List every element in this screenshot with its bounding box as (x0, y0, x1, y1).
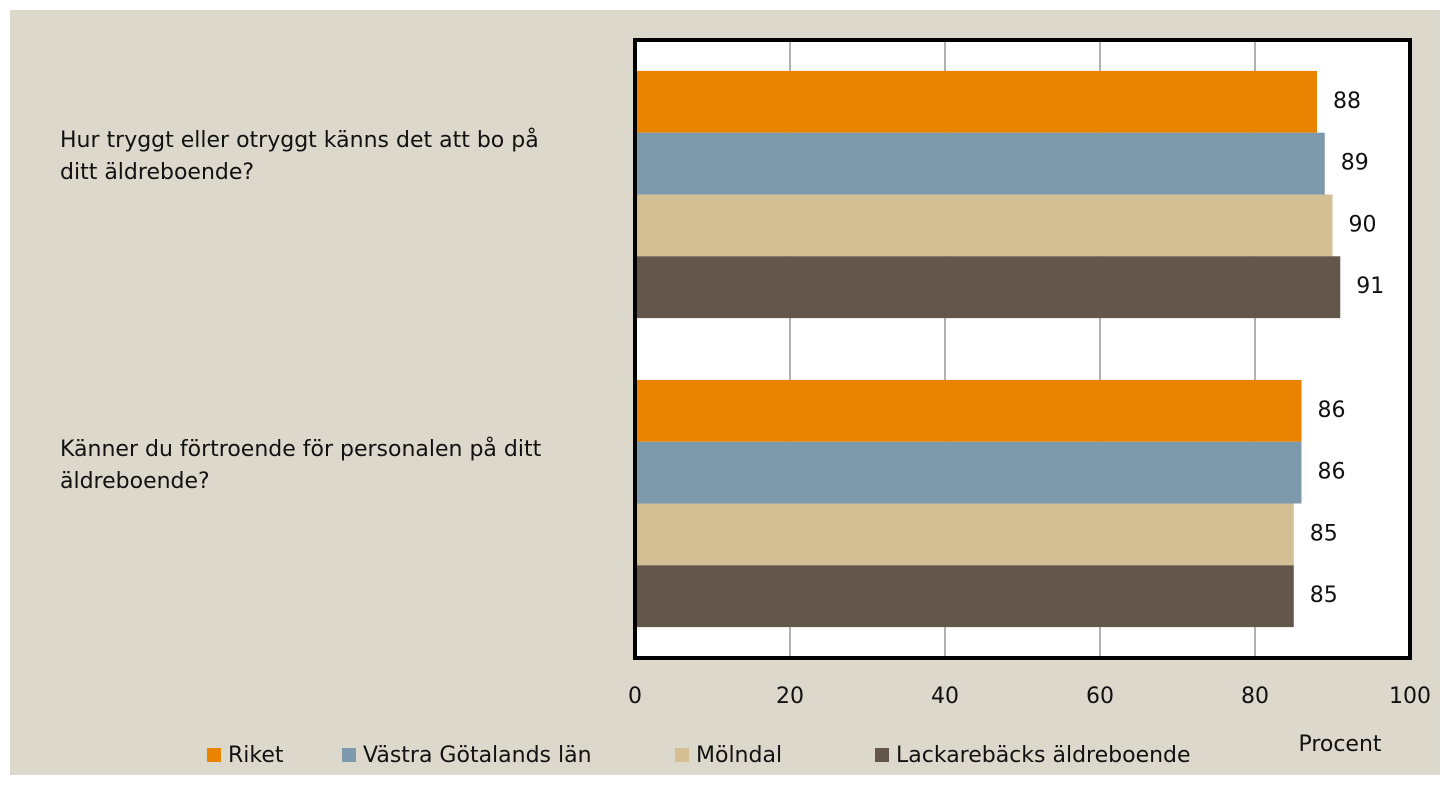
bar (635, 194, 1333, 257)
bar (635, 379, 1302, 442)
legend-swatch (875, 748, 889, 762)
x-axis-label: Procent (1298, 732, 1381, 757)
bar (635, 503, 1294, 566)
value-label: 89 (1341, 151, 1369, 176)
plot-border (633, 38, 1412, 660)
legend-label: Mölndal (696, 743, 782, 768)
value-label: 91 (1356, 274, 1384, 299)
x-tick-label: 0 (628, 684, 642, 709)
bar (635, 256, 1341, 319)
category-label: Känner du förtroende för personalen på d… (60, 436, 542, 494)
value-label: 85 (1310, 583, 1338, 608)
legend-label: Riket (228, 743, 284, 768)
x-tick-label: 100 (1389, 684, 1431, 709)
x-tick-label: 40 (931, 684, 959, 709)
value-label: 90 (1349, 212, 1377, 237)
bar (635, 70, 1317, 133)
value-label: 86 (1318, 460, 1346, 485)
bar (635, 132, 1325, 195)
legend-swatch (207, 748, 221, 762)
legend-label: Lackarebäcks äldreboende (896, 743, 1191, 768)
value-label: 88 (1333, 89, 1361, 114)
category-label: Hur tryggt eller otryggt känns det att b… (60, 127, 539, 185)
value-label: 85 (1310, 521, 1338, 546)
value-label: 86 (1318, 398, 1346, 423)
x-tick-label: 20 (776, 684, 804, 709)
legend-swatch (675, 748, 689, 762)
x-tick-label: 60 (1086, 684, 1114, 709)
legend-swatch (342, 748, 356, 762)
bar (635, 441, 1302, 504)
legend-label: Västra Götalands län (363, 743, 592, 768)
bar (635, 565, 1294, 628)
x-tick-label: 80 (1241, 684, 1269, 709)
marks (635, 70, 1341, 628)
